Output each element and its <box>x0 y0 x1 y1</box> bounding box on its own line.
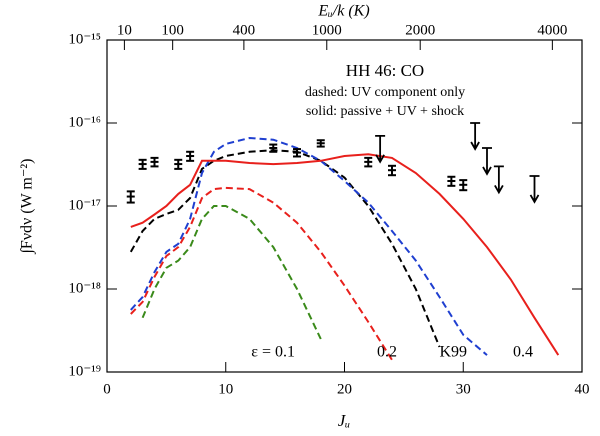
y-tick-label: 10⁻¹⁶ <box>68 114 101 130</box>
error-bar <box>447 175 456 187</box>
x2-tick-label: 1000 <box>312 22 342 38</box>
dashed-line <box>130 136 488 356</box>
error-bar <box>138 158 147 170</box>
x2-axis-label: Eᵤ/k (K) <box>317 3 369 20</box>
error-bar <box>388 164 396 177</box>
error-bar <box>316 139 325 148</box>
y-tick-label: 10⁻¹⁷ <box>68 197 101 213</box>
upper-limit <box>529 175 540 204</box>
series-label: 0.2 <box>377 344 397 361</box>
series-label: ε = 0.1 <box>251 344 295 361</box>
x2-tick-label: 2000 <box>405 22 435 38</box>
x-tick-label: 0 <box>103 381 111 397</box>
upper-limit <box>375 134 386 164</box>
error-bar <box>364 156 373 168</box>
dashed-line <box>130 186 393 361</box>
dashed-line <box>141 205 322 340</box>
x2-tick-label: 400 <box>233 22 256 38</box>
x-tick-label: 10 <box>218 381 233 397</box>
x-tick-label: 20 <box>337 381 352 397</box>
error-bar <box>459 179 468 192</box>
y-tick-label: 10⁻¹⁹ <box>68 363 101 379</box>
x2-tick-label: 10 <box>117 22 132 38</box>
upper-limit <box>482 147 492 176</box>
series-label: K99 <box>439 344 467 361</box>
y-tick-label: 10⁻¹⁵ <box>68 31 101 47</box>
series-label: 0.4 <box>513 344 533 361</box>
error-bar <box>269 143 278 153</box>
annotation: solid: passive + UV + shock <box>306 104 464 119</box>
solid-line <box>130 153 560 356</box>
y-tick-label: 10⁻¹⁸ <box>68 280 101 296</box>
y-axis-label: ∫Fνdν (W m⁻²) <box>19 159 37 255</box>
chart-title: HH 46: CO <box>346 61 424 80</box>
error-bar <box>174 158 183 170</box>
error-bar <box>293 148 301 158</box>
upper-limit <box>493 165 504 195</box>
x-tick-label: 40 <box>575 381 590 397</box>
error-bar <box>126 190 135 204</box>
x2-tick-label: 100 <box>161 22 184 38</box>
x-axis-label: Jᵤ <box>338 411 351 430</box>
x2-tick-label: 4000 <box>537 22 567 38</box>
annotation: dashed: UV component only <box>305 85 465 100</box>
dashed-line <box>129 149 441 348</box>
x-tick-label: 30 <box>456 381 471 397</box>
upper-limit <box>470 122 481 151</box>
error-bar <box>150 156 159 168</box>
error-bar <box>186 150 195 162</box>
